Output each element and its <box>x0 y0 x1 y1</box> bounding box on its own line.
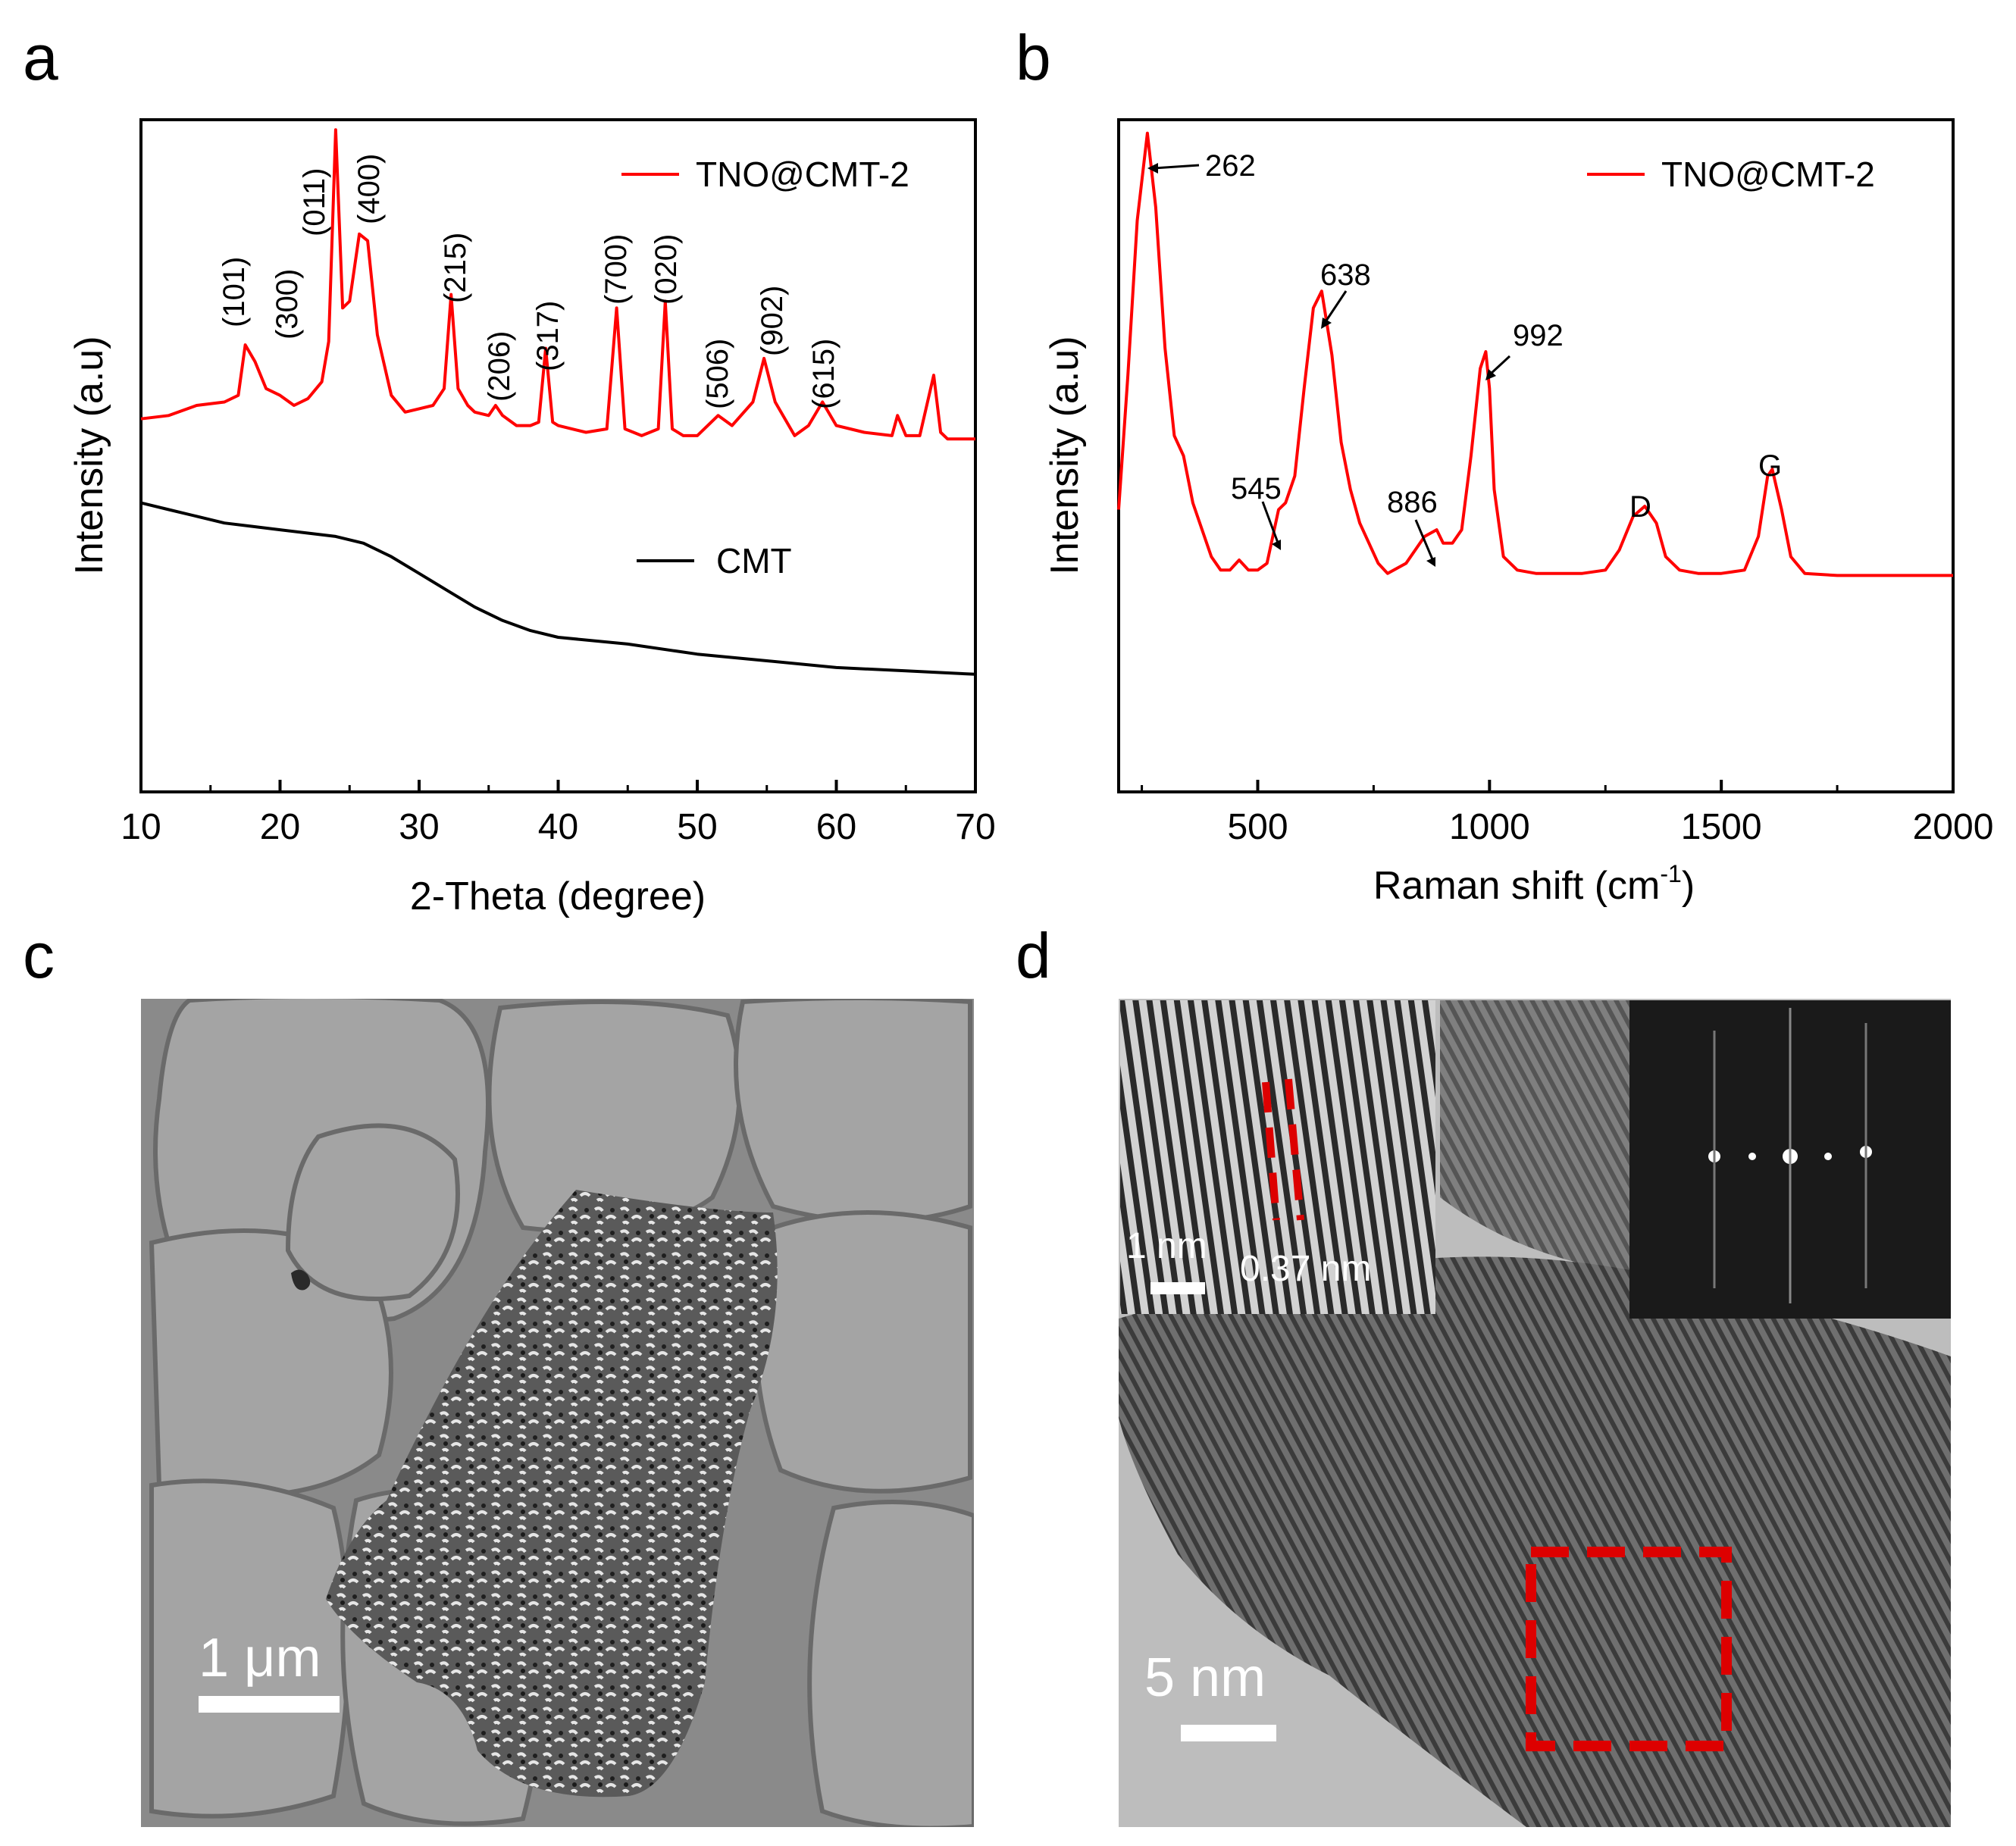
peak-label-206: (206) <box>483 331 516 402</box>
panel-letter-a: a <box>23 22 58 93</box>
peak-label-317: (317) <box>531 301 565 371</box>
plot-frame-a <box>139 118 977 793</box>
peak-label-886: 886 <box>1387 486 1438 519</box>
x-tick-label-b-3: 2000 <box>1913 807 1994 847</box>
peak-label-215: (215) <box>439 233 472 303</box>
peak-label-011: (011) <box>298 168 331 236</box>
peak-arrows-b <box>1147 163 1511 567</box>
peak-label-d: D <box>1629 490 1651 524</box>
panel-letter-c: c <box>23 920 55 991</box>
series-line-a-0 <box>140 128 975 441</box>
series-b <box>1117 131 1953 577</box>
peak-label-400: (400) <box>352 154 386 224</box>
panel-letter-b: b <box>1016 22 1051 93</box>
chart-b: 500 1000 1500 2000 Raman shift (cm-1) Inten… <box>1043 118 1994 908</box>
x-tick-label-a-1: 20 <box>260 807 300 847</box>
x-tick-label-b-0: 500 <box>1227 807 1288 847</box>
peak-label-300: (300) <box>271 269 304 339</box>
x-tick-label-b-2: 1500 <box>1681 807 1762 847</box>
chart-a: 10 20 30 40 50 60 70 2-Theta (degree) Intensit… <box>67 118 996 918</box>
scale-bar-d <box>1181 1725 1276 1741</box>
x-tick-label-a-5: 60 <box>816 807 856 847</box>
carbon-film-cells <box>149 999 974 1827</box>
peak-label-700: (700) <box>599 234 633 305</box>
x-tick-label-a-6: 70 <box>955 807 995 847</box>
hrtem-micrograph-d: 1 nm 0.37 nm 5 nm <box>1119 999 1951 1827</box>
fft-spots <box>1708 1008 1872 1303</box>
tem-micrograph-c: 1 μm <box>141 999 974 1827</box>
x-tick-label-a-2: 30 <box>399 807 439 847</box>
x-tick-label-a-4: 50 <box>677 807 717 847</box>
lattice-inset <box>1120 1000 1435 1314</box>
x-tick-label-a-3: 40 <box>538 807 578 847</box>
x-ticks-b: 500 1000 1500 2000 <box>1141 780 1994 847</box>
series-line-b-0 <box>1117 131 1953 577</box>
peak-label-020: (020) <box>650 234 683 305</box>
plot-frame-b <box>1117 118 1955 793</box>
spacing-marker <box>1262 1078 1304 1221</box>
peak-label-615: (615) <box>807 339 841 409</box>
scale-bar-d-inset <box>1150 1282 1205 1294</box>
peak-label-638: 638 <box>1320 258 1371 292</box>
selection-box-d <box>1526 1547 1732 1751</box>
x-tick-label-b-1: 1000 <box>1449 807 1530 847</box>
legend-label-tno-a: TNO@CMT-2 <box>696 155 909 194</box>
legend-label-cmt-a: CMT <box>716 541 792 580</box>
porous-particle <box>326 1190 778 1798</box>
peak-label-g: G <box>1758 449 1782 483</box>
peak-label-101: (101) <box>218 257 251 327</box>
peak-label-902: (902) <box>756 286 789 356</box>
peak-label-262: 262 <box>1205 149 1256 183</box>
scale-bar-c <box>199 1696 340 1713</box>
scale-label-c: 1 μm <box>199 1628 321 1688</box>
series-line-a-1 <box>140 501 976 676</box>
peak-label-506: (506) <box>701 339 734 409</box>
legend-label-tno-b: TNO@CMT-2 <box>1661 155 1875 194</box>
peak-label-992: 992 <box>1513 319 1564 352</box>
spacing-label-d: 0.37 nm <box>1240 1249 1371 1289</box>
scale-label-d: 5 nm <box>1144 1647 1266 1708</box>
y-axis-title-a: Intensity (a.u) <box>67 336 111 574</box>
y-axis-title-b: Intensity (a.u) <box>1043 336 1087 574</box>
x-axis-title-a: 2-Theta (degree) <box>410 875 706 918</box>
scale-label-d-inset: 1 nm <box>1126 1226 1207 1266</box>
x-ticks-a: 10 20 30 40 50 60 70 <box>121 780 996 847</box>
series-a <box>140 128 976 676</box>
x-axis-title-b: Raman shift (cm-1) <box>1373 860 1695 908</box>
small-particle <box>291 1269 311 1291</box>
peak-label-545: 545 <box>1231 472 1282 505</box>
panel-letter-d: d <box>1016 920 1051 991</box>
x-tick-label-a-0: 10 <box>121 807 161 847</box>
lattice-crystal <box>1119 1256 1951 1827</box>
